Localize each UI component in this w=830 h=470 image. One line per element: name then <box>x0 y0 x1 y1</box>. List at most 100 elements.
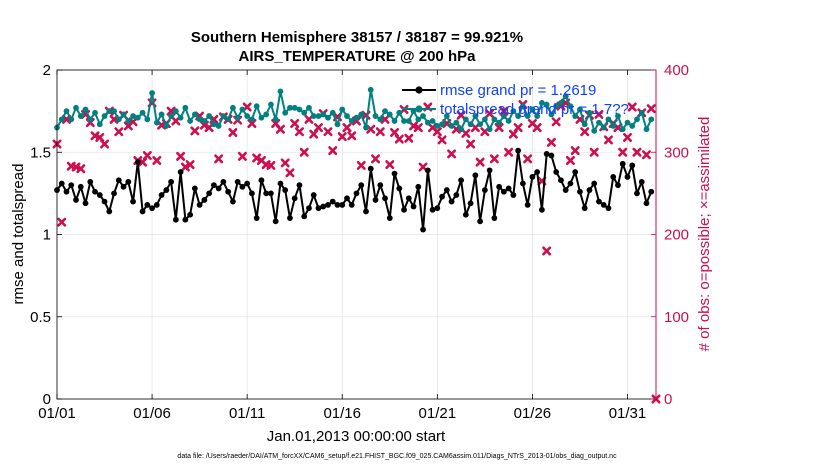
legend: rmse grand pr = 1.2619 totalspread grand… <box>402 82 629 118</box>
rmse-point <box>272 218 279 225</box>
spread-point <box>82 106 89 113</box>
y2-tick-label: 200 <box>664 227 689 244</box>
rmse-point <box>339 201 346 208</box>
spread-point <box>73 104 79 111</box>
y-tick-label: 0.5 <box>30 309 51 326</box>
x-axis-label: Jan.01,2013 00:00:00 start <box>267 428 446 445</box>
spread-point <box>605 116 612 123</box>
obs-marker <box>76 164 86 174</box>
rmse-point <box>382 195 388 202</box>
spread-point <box>543 101 550 108</box>
spread-point <box>291 104 298 111</box>
spread-point <box>439 121 445 128</box>
obs-marker <box>565 155 575 165</box>
spread-point <box>510 108 517 115</box>
rmse-point <box>448 198 455 205</box>
obs-marker <box>461 128 471 138</box>
spread-point <box>201 118 208 124</box>
spread-point <box>182 104 189 111</box>
spread-point <box>130 113 136 119</box>
spread-point <box>96 121 103 128</box>
spread-series <box>54 86 655 134</box>
spread-point <box>282 109 289 116</box>
spread-point <box>467 121 474 128</box>
rmse-point <box>125 178 132 185</box>
rmse-point <box>168 178 174 185</box>
obs-marker <box>247 118 257 128</box>
x-tick-label: 01/26 <box>514 405 552 422</box>
spread-point <box>306 104 312 111</box>
left-axis: 0 0.5 1 1.5 2 <box>30 62 62 408</box>
rmse-point <box>591 180 598 187</box>
rmse-point <box>106 208 113 215</box>
obs-marker <box>580 127 590 137</box>
spread-point <box>610 123 617 129</box>
spread-point <box>315 113 322 119</box>
rmse-point <box>325 201 331 208</box>
rmse-series <box>54 147 655 233</box>
rmse-point <box>253 215 260 221</box>
obs-marker <box>375 127 385 137</box>
rmse-point <box>315 205 322 212</box>
obs-marker <box>290 118 300 128</box>
obs-marker <box>390 128 400 138</box>
obs-marker <box>252 153 262 163</box>
rmse-point <box>615 182 621 189</box>
y2-tick-label: 400 <box>664 62 689 79</box>
spread-point <box>624 119 631 126</box>
rmse-point <box>82 200 89 207</box>
obs-marker <box>228 128 238 138</box>
spread-point <box>648 116 655 123</box>
rmse-point <box>149 205 155 212</box>
rmse-point <box>310 192 317 198</box>
obs-marker <box>504 147 514 157</box>
obs-marker <box>142 151 152 161</box>
rmse-point <box>101 198 108 205</box>
rmse-point <box>624 174 631 180</box>
spread-point <box>553 103 560 110</box>
rmse-point <box>63 188 70 195</box>
obs-marker <box>394 134 404 144</box>
rmse-point <box>320 203 327 210</box>
spread-point <box>92 109 98 116</box>
rmse-point <box>210 182 217 189</box>
obs-marker <box>309 129 319 139</box>
obs-marker <box>494 123 504 133</box>
spread-point <box>567 103 574 110</box>
rmse-point <box>500 188 507 195</box>
rmse-point <box>534 169 541 175</box>
spread-point <box>348 118 355 124</box>
rmse-point <box>263 190 270 197</box>
obs-marker <box>632 147 642 157</box>
rmse-point <box>239 183 246 190</box>
rmse-point <box>581 205 588 212</box>
rmse-point <box>434 205 441 212</box>
obs-marker <box>275 124 285 134</box>
rmse-point <box>510 192 517 198</box>
rmse-point <box>643 200 650 207</box>
spread-point <box>534 113 541 119</box>
x-tick-label: 01/31 <box>609 405 647 422</box>
footer-data-file: data file: /Users/raeder/DAI/ATM_forcXX/… <box>177 453 617 460</box>
rmse-point <box>287 215 293 221</box>
obs-marker <box>138 157 148 167</box>
chart-subtitle: AIRS_TEMPERATURE @ 200 hPa <box>239 48 477 65</box>
rmse-point <box>111 190 117 197</box>
spread-point <box>477 121 484 128</box>
spread-point <box>187 118 194 124</box>
obs-marker <box>294 127 304 137</box>
obs-marker <box>62 114 72 124</box>
legend-spread-marker <box>415 105 423 113</box>
rmse-point <box>486 167 493 174</box>
rmse-point <box>558 177 564 184</box>
obs-marker <box>627 102 637 112</box>
rmse-point <box>120 183 127 190</box>
spread-point <box>258 114 265 121</box>
rmse-point <box>206 190 213 197</box>
y-tick-label: 1.5 <box>30 144 51 161</box>
chart-title: Southern Hemisphere 38157 / 38187 = 99.9… <box>191 29 523 46</box>
obs-marker <box>371 154 381 164</box>
rmse-point <box>187 211 194 218</box>
obs-marker <box>57 217 67 227</box>
rmse-point <box>306 205 312 212</box>
